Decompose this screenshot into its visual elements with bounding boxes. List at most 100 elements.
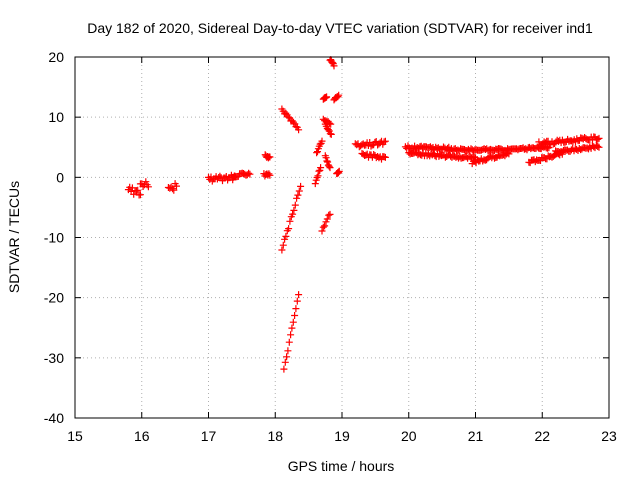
data-point [266,171,274,179]
x-tick-label: 19 [334,428,350,444]
data-point [317,164,325,172]
data-point [323,157,331,165]
data-point [318,137,326,145]
data-point [325,119,333,127]
data-point [293,194,301,202]
data-point [325,211,333,219]
y-tick-label: 0 [56,169,64,185]
y-tick-label: -40 [44,410,64,426]
data-point [289,210,297,218]
data-point [136,191,144,199]
data-point [313,149,321,157]
data-point [380,153,388,161]
x-tick-label: 18 [267,428,283,444]
data-point [330,62,338,70]
data-point [294,191,302,199]
data-point [144,183,152,191]
data-point [170,186,178,194]
data-point [323,93,331,101]
data-point [323,215,331,223]
data-point [324,158,332,166]
data-point [314,172,322,180]
x-axis-label: GPS time / hours [288,458,395,474]
grid [75,57,609,418]
y-tick-label: 10 [48,109,64,125]
data-point [326,130,334,138]
data-point [264,154,272,162]
data-point [326,210,334,218]
data-point [284,113,292,121]
data-point [595,143,603,151]
x-tick-label: 17 [201,428,217,444]
data-point [504,149,512,157]
data-point [130,190,138,198]
axis-ticks: 15 16 17 18 19 20 21 22 23 -40 -30 -20 -10 0 10 20 [44,49,617,444]
data-point [134,186,142,194]
data-point [318,227,326,235]
y-tick-label: -20 [44,290,64,306]
data-point [311,180,319,188]
data-point [292,305,300,313]
y-axis-label: SDTVAR / TECUs [6,181,22,293]
data-point [315,167,323,175]
data-point [313,174,321,181]
data-point [289,318,297,326]
data-point [142,178,150,186]
data-point [295,187,303,195]
x-tick-label: 16 [134,428,150,444]
data-point [291,201,299,209]
data-point [595,134,603,142]
x-tick-label: 22 [534,428,550,444]
data-point [282,232,290,240]
data-point [265,170,273,178]
data-point [280,365,288,373]
x-tick-label: 20 [401,428,417,444]
data-point [286,217,294,225]
data-point [278,246,286,254]
data-point [216,172,224,180]
data-point [285,338,293,346]
data-point [335,91,343,99]
data-points [124,56,603,373]
data-point [381,137,389,145]
data-point [291,312,299,319]
x-tick-label: 21 [468,428,484,444]
data-point [381,153,389,161]
data-point [295,126,303,134]
data-point [279,241,287,249]
data-point [288,324,296,332]
data-point [266,153,274,161]
data-point [327,130,335,138]
data-point [321,222,329,230]
data-point [245,169,253,177]
data-point [173,182,180,190]
data-point [335,167,343,175]
y-tick-label: -30 [44,350,64,366]
data-point [594,135,602,143]
data-point [287,331,295,339]
x-tick-label: 15 [67,428,83,444]
data-point [319,223,327,231]
chart-title: Day 182 of 2020, Sidereal Day-to-day VTE… [87,20,593,36]
data-point [325,162,333,170]
data-point [169,185,176,193]
data-point [293,297,301,305]
data-point [594,143,602,150]
data-point [324,126,332,134]
data-point [246,170,254,178]
y-tick-label: -10 [44,230,64,246]
data-point [326,164,334,172]
data-point [283,353,291,361]
data-point [284,347,292,355]
x-tick-label: 23 [601,428,617,444]
data-point [282,109,290,117]
data-point [290,206,298,214]
data-point [322,154,330,162]
data-point [295,291,303,299]
data-point [297,182,305,190]
data-point [281,358,289,366]
data-point [285,225,293,233]
y-tick-label: 20 [48,49,64,65]
data-point [334,93,342,101]
